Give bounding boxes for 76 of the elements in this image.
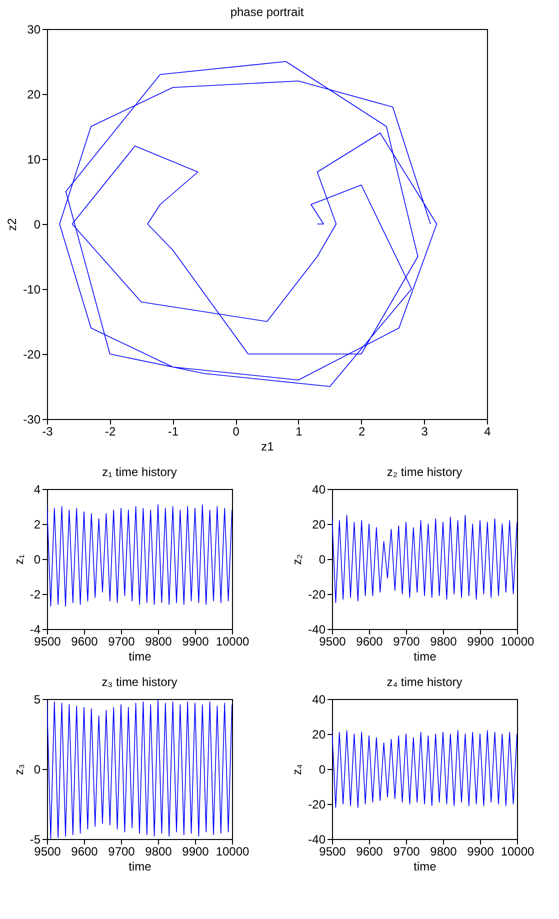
x-tick-label: 9900 — [182, 634, 210, 648]
x-tick-label: 10000 — [500, 844, 535, 858]
x-tick-label: 9700 — [393, 634, 420, 648]
y-tick-label: 2 — [34, 518, 41, 532]
x-tick-label: 9500 — [319, 844, 346, 858]
x-tick-label: 9900 — [467, 844, 494, 858]
x-tick-label: 9800 — [145, 844, 172, 858]
y-tick-label: -20 — [23, 348, 41, 362]
y-tick-label: -10 — [23, 282, 41, 296]
x-tick-label: 9500 — [34, 844, 62, 858]
x-tick-label: 0 — [232, 424, 240, 438]
line-series — [332, 514, 517, 604]
y-tick-label: 4 — [34, 482, 41, 496]
y-tick-label: 40 — [312, 692, 326, 706]
x-tick-label: 9900 — [182, 844, 210, 858]
x-tick-label: 4 — [484, 424, 492, 438]
y-tick-label: -40 — [308, 832, 326, 846]
y-tick-label: 0 — [318, 762, 326, 776]
x-tick-label: 9800 — [430, 844, 458, 858]
chart-title: z₄ time history — [386, 675, 462, 689]
x-tick-label: 10000 — [500, 634, 535, 648]
y-tick-label: -2 — [30, 588, 41, 602]
line-series — [59, 61, 438, 387]
x-tick-label: -3 — [42, 424, 54, 438]
line-series — [47, 504, 232, 607]
y-tick-label: -4 — [30, 622, 41, 636]
y-tick-label: 10 — [27, 152, 41, 166]
x-tick-label: 9700 — [108, 634, 136, 648]
y-tick-label: -20 — [308, 798, 326, 812]
x-tick-label: 2 — [358, 424, 366, 438]
y-tick-label: 20 — [312, 728, 326, 742]
x-tick-label: 9700 — [393, 844, 420, 858]
x-tick-label: 9800 — [145, 634, 172, 648]
y-tick-label: -30 — [23, 412, 41, 426]
x-tick-label: 9900 — [467, 634, 494, 648]
x-axis-title: time — [414, 860, 437, 874]
chart-title: z₁ time history — [102, 465, 177, 479]
x-tick-label: 9500 — [34, 634, 62, 648]
x-tick-label: 9600 — [71, 634, 98, 648]
y-tick-label: 0 — [34, 552, 41, 566]
y-tick-label: 30 — [27, 22, 41, 36]
y-axis-title: z₂ — [290, 554, 304, 565]
x-tick-label: 9500 — [319, 634, 346, 648]
y-axis-title: z₃ — [12, 764, 26, 775]
y-tick-label: 40 — [312, 482, 326, 496]
x-axis-title: time — [128, 860, 152, 874]
y-tick-label: -40 — [308, 622, 326, 636]
y-tick-label: 5 — [34, 692, 41, 706]
y-tick-label: 0 — [34, 762, 41, 776]
x-tick-label: 9600 — [356, 844, 384, 858]
chart-title: z₃ time history — [102, 675, 178, 689]
y-tick-label: 0 — [318, 552, 326, 566]
x-tick-label: 9600 — [356, 634, 384, 648]
x-tick-label: -2 — [105, 424, 116, 438]
line-series — [332, 730, 517, 808]
y-tick-label: 20 — [27, 88, 41, 102]
chart-title: phase portrait — [230, 5, 304, 19]
y-axis-title: z₄ — [290, 764, 304, 775]
x-tick-label: 10000 — [216, 634, 250, 648]
x-axis-title: z1 — [261, 440, 274, 454]
y-tick-label: -20 — [308, 588, 326, 602]
x-tick-label: 9600 — [71, 844, 98, 858]
y-tick-label: 0 — [34, 218, 41, 232]
x-tick-label: -1 — [168, 424, 179, 438]
x-axis-title: time — [414, 650, 437, 664]
y-tick-label: 20 — [312, 518, 326, 532]
x-tick-label: 1 — [296, 424, 303, 438]
x-tick-label: 3 — [421, 424, 428, 438]
y-axis-title: z₁ — [12, 554, 26, 565]
y-axis-title: z2 — [5, 218, 20, 231]
x-axis-title: time — [128, 650, 152, 664]
y-tick-label: -5 — [30, 832, 41, 846]
chart-title: z₂ time history — [386, 465, 462, 479]
x-tick-label: 9700 — [108, 844, 136, 858]
x-tick-label: 9800 — [430, 634, 458, 648]
x-tick-label: 10000 — [216, 844, 250, 858]
